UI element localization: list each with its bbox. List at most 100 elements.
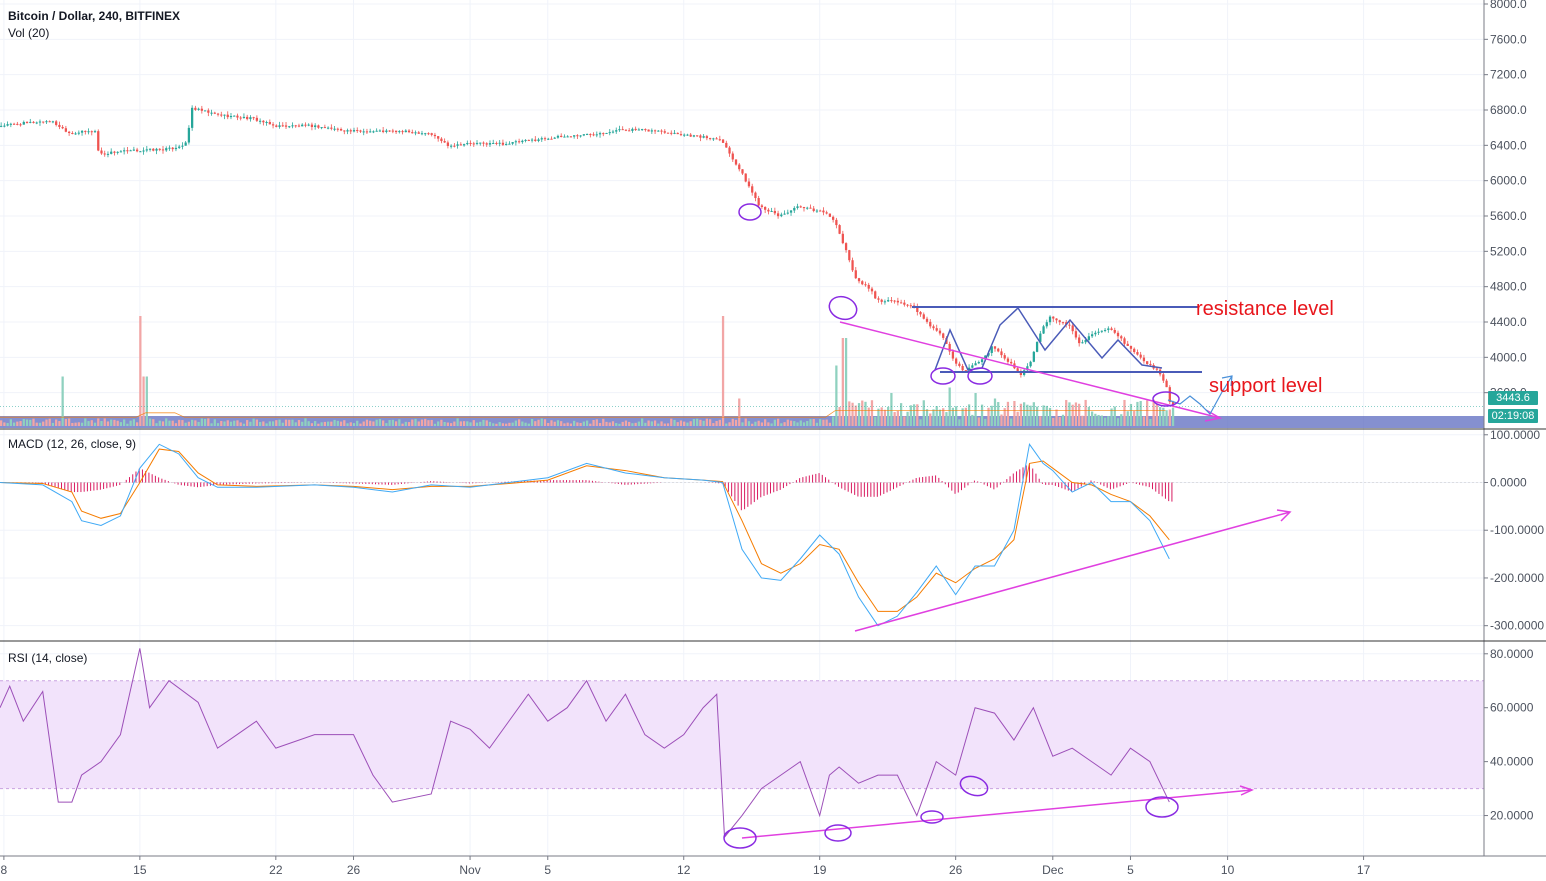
marker-ellipse[interactable]: [1152, 391, 1180, 407]
volume-bar: [958, 419, 961, 426]
volume-bar: [284, 419, 288, 426]
volume-bar: [1120, 414, 1123, 426]
volume-bar: [773, 419, 776, 426]
volume-bar: [12, 422, 16, 426]
volume-bar: [132, 419, 135, 426]
volume-bar: [1074, 402, 1078, 426]
volume-bar: [294, 422, 297, 426]
candle: [213, 112, 216, 114]
volume-bar: [679, 420, 683, 426]
volume-bar: [3, 422, 6, 426]
volume-bar: [291, 419, 294, 426]
candle: [16, 123, 19, 125]
marker-ellipse[interactable]: [958, 773, 990, 799]
time-tick-label: 5: [1127, 863, 1134, 877]
rsi-divergence-line[interactable]: [741, 789, 1253, 839]
candle: [906, 304, 909, 306]
candle: [553, 137, 556, 139]
volume-bar: [990, 405, 993, 426]
candle: [592, 134, 595, 136]
marker-ellipse[interactable]: [967, 367, 993, 385]
candle: [793, 207, 796, 211]
candle: [1071, 325, 1074, 332]
rsi-tick-label: 80.0000: [1490, 647, 1534, 661]
volume-ma-line: [0, 410, 1166, 418]
volume-bar: [58, 421, 61, 426]
candle: [880, 299, 883, 302]
macd-tick-label: 0.0000: [1490, 476, 1527, 490]
resistance-annotation[interactable]: resistance level: [1196, 298, 1334, 320]
candle: [174, 147, 178, 150]
marker-ellipse[interactable]: [920, 810, 944, 824]
volume-bar: [964, 407, 967, 426]
candle: [932, 326, 935, 329]
volume-bar: [110, 419, 113, 426]
volume-bar: [142, 376, 145, 426]
volume-bar: [213, 419, 216, 426]
candle: [666, 132, 670, 134]
volume-bar: [874, 416, 877, 426]
support-annotation[interactable]: support level: [1209, 375, 1323, 397]
macd-tick-label: 100.0000: [1490, 428, 1540, 442]
candle: [252, 117, 255, 119]
volume-bar: [314, 421, 317, 426]
volume-bar: [16, 421, 19, 426]
volume-bar: [835, 365, 838, 426]
candle: [97, 131, 100, 151]
volume-bar: [1146, 400, 1149, 426]
macd-divergence-line[interactable]: [854, 511, 1291, 632]
candle: [916, 306, 919, 313]
candle: [411, 132, 414, 134]
volume-bar: [1116, 418, 1120, 426]
candle: [100, 150, 103, 154]
volume-bar: [1113, 406, 1116, 426]
volume-bar: [935, 406, 938, 426]
volume-bar: [385, 423, 388, 426]
marker-ellipse[interactable]: [824, 824, 852, 842]
marker-ellipse[interactable]: [1145, 796, 1179, 818]
rsi-pane: [0, 648, 1484, 839]
volume-bar: [1171, 407, 1175, 426]
volume-bar: [712, 423, 715, 426]
marker-ellipse[interactable]: [738, 203, 762, 221]
candle: [883, 301, 887, 303]
volume-bar: [365, 419, 369, 426]
candle: [349, 130, 352, 132]
volume-bar: [1006, 401, 1010, 426]
volume-bar: [857, 403, 861, 426]
volume-bar: [223, 421, 226, 426]
volume-bar: [449, 423, 453, 426]
zigzag-pattern[interactable]: [934, 306, 1163, 371]
volume-bar: [1003, 408, 1006, 426]
volume-bar: [744, 418, 747, 426]
volume-bar: [912, 404, 916, 426]
candle: [1003, 355, 1006, 359]
volume-bar: [1013, 400, 1016, 426]
volume-bar: [734, 419, 738, 426]
volume-bar: [896, 410, 900, 426]
volume-bar: [757, 420, 760, 426]
projection-path[interactable]: [1167, 375, 1233, 415]
marker-ellipse[interactable]: [826, 293, 860, 323]
volume-bar: [1087, 406, 1091, 426]
marker-ellipse[interactable]: [723, 827, 757, 849]
candle: [498, 142, 501, 144]
candle: [618, 129, 621, 131]
candle: [887, 300, 890, 302]
volume-bar: [631, 423, 634, 426]
candle: [660, 130, 663, 132]
price-downtrend-line[interactable]: [839, 321, 1221, 419]
volume-bar: [1052, 417, 1055, 426]
candle: [608, 132, 611, 134]
candle: [19, 124, 22, 126]
volume-bar: [819, 419, 822, 426]
marker-ellipse[interactable]: [930, 367, 956, 385]
volume-bar: [0, 420, 3, 426]
volume-bar: [822, 419, 825, 426]
candle: [896, 300, 900, 303]
volume-bar: [566, 422, 569, 426]
volume-bar: [152, 419, 155, 426]
volume-bar: [1094, 413, 1097, 426]
volume-bar: [1149, 419, 1152, 426]
candle: [602, 133, 605, 135]
